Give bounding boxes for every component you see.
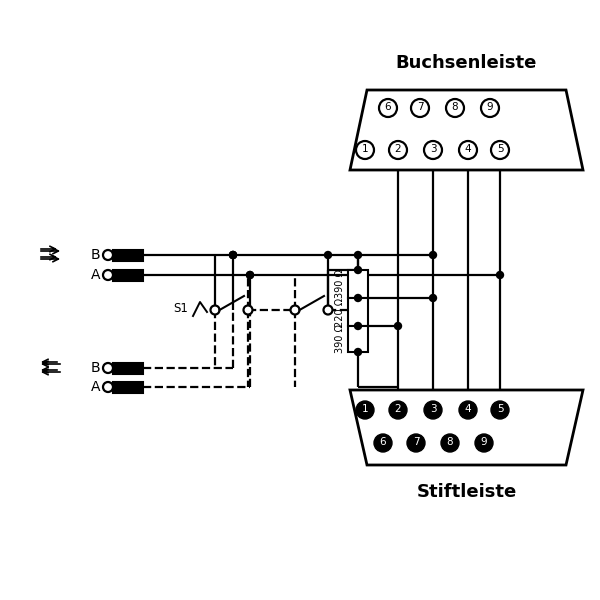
Polygon shape [350,90,583,170]
Text: 2: 2 [395,144,401,154]
Text: 8: 8 [446,437,454,447]
Text: 4: 4 [464,404,472,414]
Circle shape [229,251,236,259]
Circle shape [441,434,459,452]
Bar [113,382,143,392]
Circle shape [481,99,499,117]
Text: A: A [91,268,100,282]
Text: 7: 7 [413,437,419,447]
Text: Stiftleiste: Stiftleiste [416,483,517,501]
Circle shape [411,99,429,117]
Circle shape [247,271,254,278]
Text: 3: 3 [430,404,436,414]
Circle shape [459,141,477,159]
Text: 390 Ω: 390 Ω [335,325,345,353]
Text: 220 Ω: 220 Ω [335,298,345,326]
Circle shape [355,266,361,274]
Circle shape [389,401,407,419]
Circle shape [355,349,361,355]
Circle shape [395,323,401,329]
Circle shape [446,99,464,117]
Circle shape [497,271,503,278]
Text: 1: 1 [362,404,368,414]
Bar [113,269,143,280]
Circle shape [211,305,220,314]
Text: 5: 5 [497,144,503,154]
Polygon shape [350,390,583,465]
Text: B: B [91,361,100,375]
Circle shape [247,271,254,278]
Text: A: A [91,380,100,394]
Circle shape [356,401,374,419]
Circle shape [355,295,361,301]
Text: 9: 9 [487,102,493,112]
Bar [113,362,143,373]
Circle shape [229,251,236,259]
Circle shape [323,305,332,314]
Circle shape [356,141,374,159]
Text: S1: S1 [173,301,188,314]
Bar [348,326,368,352]
Circle shape [103,270,113,280]
Circle shape [379,99,397,117]
Text: 4: 4 [464,144,472,154]
Circle shape [355,323,361,329]
Circle shape [374,434,392,452]
Circle shape [491,141,509,159]
Text: 9: 9 [481,437,487,447]
Circle shape [424,141,442,159]
Circle shape [424,401,442,419]
Circle shape [475,434,493,452]
Text: Buchsenleiste: Buchsenleiste [396,54,537,72]
Circle shape [103,250,113,260]
Text: 3: 3 [430,144,436,154]
Text: B: B [91,248,100,262]
Circle shape [325,251,331,259]
Circle shape [103,363,113,373]
Bar [348,298,368,326]
Circle shape [407,434,425,452]
Text: 6: 6 [385,102,391,112]
Text: 7: 7 [416,102,424,112]
Text: 6: 6 [380,437,386,447]
Text: 390 Ω: 390 Ω [335,269,345,298]
Bar [348,270,368,298]
Circle shape [491,401,509,419]
Circle shape [430,251,437,259]
Text: 8: 8 [452,102,458,112]
Circle shape [244,305,253,314]
Circle shape [355,251,361,259]
Circle shape [229,251,236,259]
Circle shape [290,305,299,314]
Text: 5: 5 [497,404,503,414]
Circle shape [103,382,113,392]
Bar [113,250,143,260]
Text: 1: 1 [362,144,368,154]
Circle shape [459,401,477,419]
Text: 2: 2 [395,404,401,414]
Circle shape [430,295,437,301]
Circle shape [389,141,407,159]
